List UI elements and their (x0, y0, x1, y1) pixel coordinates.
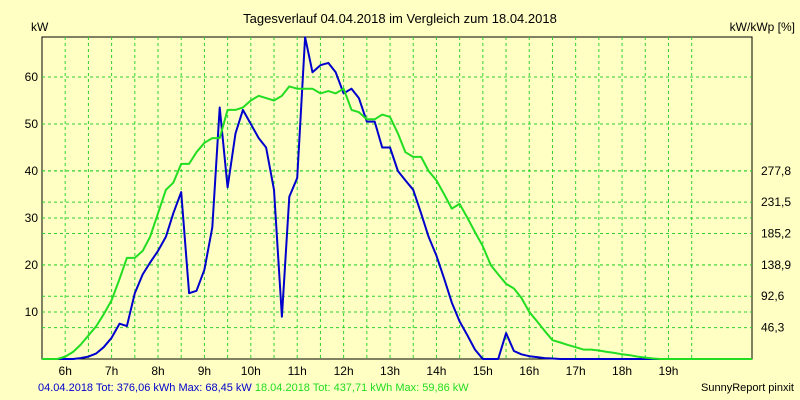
chart-title: Tagesverlauf 04.04.2018 im Vergleich zum… (243, 11, 557, 26)
y2-tick-label: 277,8 (761, 164, 791, 178)
x-tick-label: 10h (241, 364, 261, 378)
y2-tick-label: 138,9 (761, 258, 791, 272)
footer-series-b: 18.04.2018 Tot: 437,71 kWh Max: 59,86 kW (254, 382, 469, 394)
x-tick-label: 18h (612, 364, 632, 378)
series-line-b (42, 85, 752, 360)
y-axis-label: kW (31, 20, 49, 34)
grid-lines (42, 37, 752, 359)
y-tick-label: 50 (25, 117, 39, 131)
x-tick-label: 12h (334, 364, 354, 378)
footer-summary: 04.04.2018 Tot: 376,06 kWh Max: 68,45 kW… (38, 382, 469, 394)
x-tick-label: 14h (426, 364, 446, 378)
series-lines (42, 36, 752, 360)
x-tick-label: 17h (566, 364, 586, 378)
y2-tick-label: 46,3 (761, 321, 785, 335)
x-tick-label: 7h (105, 364, 118, 378)
x-tick-label: 13h (380, 364, 400, 378)
y-tick-label: 40 (25, 164, 39, 178)
series-line-a (42, 36, 752, 360)
y-axis-ticks: 10 20 30 40 50 60 (25, 70, 39, 319)
y-tick-label: 60 (25, 70, 39, 84)
x-tick-label: 6h (59, 364, 72, 378)
footer-series-a: 04.04.2018 Tot: 376,06 kWh Max: 68,45 kW (38, 382, 252, 394)
credit-text: SunnyReport pinxit (701, 382, 794, 394)
x-tick-label: 8h (151, 364, 164, 378)
plot-area (41, 36, 753, 360)
y2-tick-label: 185,2 (761, 226, 791, 240)
x-tick-label: 19h (658, 364, 678, 378)
y2-tick-label: 92,6 (761, 289, 785, 303)
x-tick-label: 16h (519, 364, 539, 378)
x-tick-label: 15h (473, 364, 493, 378)
y-tick-label: 10 (25, 305, 39, 319)
y2-axis-label: kW/kWp [%] (730, 20, 795, 34)
x-tick-label: 11h (288, 364, 307, 378)
y-tick-label: 30 (25, 211, 39, 225)
y2-tick-label: 231,5 (761, 195, 791, 209)
y-tick-label: 20 (25, 258, 39, 272)
x-tick-label: 9h (198, 364, 211, 378)
x-axis-ticks: 6h 7h 8h 9h 10h 11h 12h 13h 14h 15h 16h 17h 18h 19h (59, 364, 679, 378)
y2-axis-ticks: 46,3 92,6 138,9 185,2 231,5 277,8 (761, 164, 791, 335)
